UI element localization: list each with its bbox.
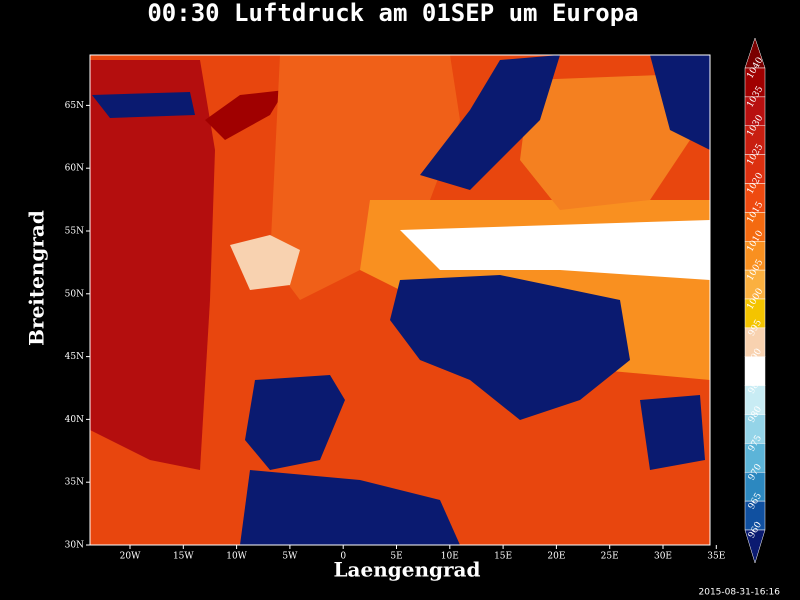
- pressure-zone: [230, 235, 300, 290]
- x-axis-label: Laengengrad: [333, 558, 480, 582]
- colorbar-cap: [744, 529, 766, 564]
- colorbar: 1040103510301025102010151010100510009959…: [744, 37, 766, 564]
- title: 00:30 Luftdruck am 01SEP um Europa: [147, 0, 638, 27]
- x-tick-label: 20W: [120, 552, 141, 562]
- y-tick-label: 35N: [65, 478, 84, 488]
- pressure-zone: [520, 75, 690, 210]
- low-pressure-zone: [92, 92, 195, 118]
- high-pressure-zone: [205, 90, 285, 140]
- y-tick-label: 30N: [65, 541, 84, 551]
- plot-frame: [89, 54, 711, 546]
- y-tick-label: 60N: [65, 164, 84, 174]
- low-pressure-zone: [650, 55, 710, 150]
- x-tick-label: 35E: [707, 552, 725, 562]
- y-tick-label: 50N: [65, 289, 84, 299]
- x-tick-label: 10W: [226, 552, 247, 562]
- x-tick-label: 30E: [654, 552, 672, 562]
- map-area: [89, 54, 711, 546]
- y-tick-label: 45N: [65, 352, 84, 362]
- x-tick-label: 5W: [282, 552, 298, 562]
- x-tick-label: 15W: [173, 552, 194, 562]
- y-axis-label: Breitengrad: [25, 210, 49, 346]
- x-tick-label: 5E: [390, 552, 402, 562]
- y-tick-label: 65N: [65, 101, 84, 111]
- x-tick-label: 10E: [441, 552, 459, 562]
- x-tick-label: 15E: [494, 552, 512, 562]
- low-pressure-zone: [240, 470, 460, 545]
- low-pressure-zone: [640, 395, 705, 470]
- pressure-zone: [400, 220, 710, 280]
- x-tick-label: 25E: [601, 552, 619, 562]
- pressure-zone: [270, 55, 460, 300]
- y-tick-label: 55N: [65, 227, 84, 237]
- axis-ticks: 20W 15W 10W 5W 0 5E 10E 15E 20E 25E 30E 35E 30N 35N 40…: [65, 101, 726, 562]
- y-tick-label: 40N: [65, 415, 84, 425]
- low-pressure-zone: [245, 375, 345, 470]
- low-pressure-zone: [420, 55, 560, 190]
- high-pressure-zone: [90, 60, 215, 470]
- timestamp: 2015-08-31-16:16: [699, 588, 781, 598]
- x-tick-label: 20E: [547, 552, 565, 562]
- low-pressure-zone: [390, 275, 630, 420]
- x-tick-label: 0: [340, 552, 346, 562]
